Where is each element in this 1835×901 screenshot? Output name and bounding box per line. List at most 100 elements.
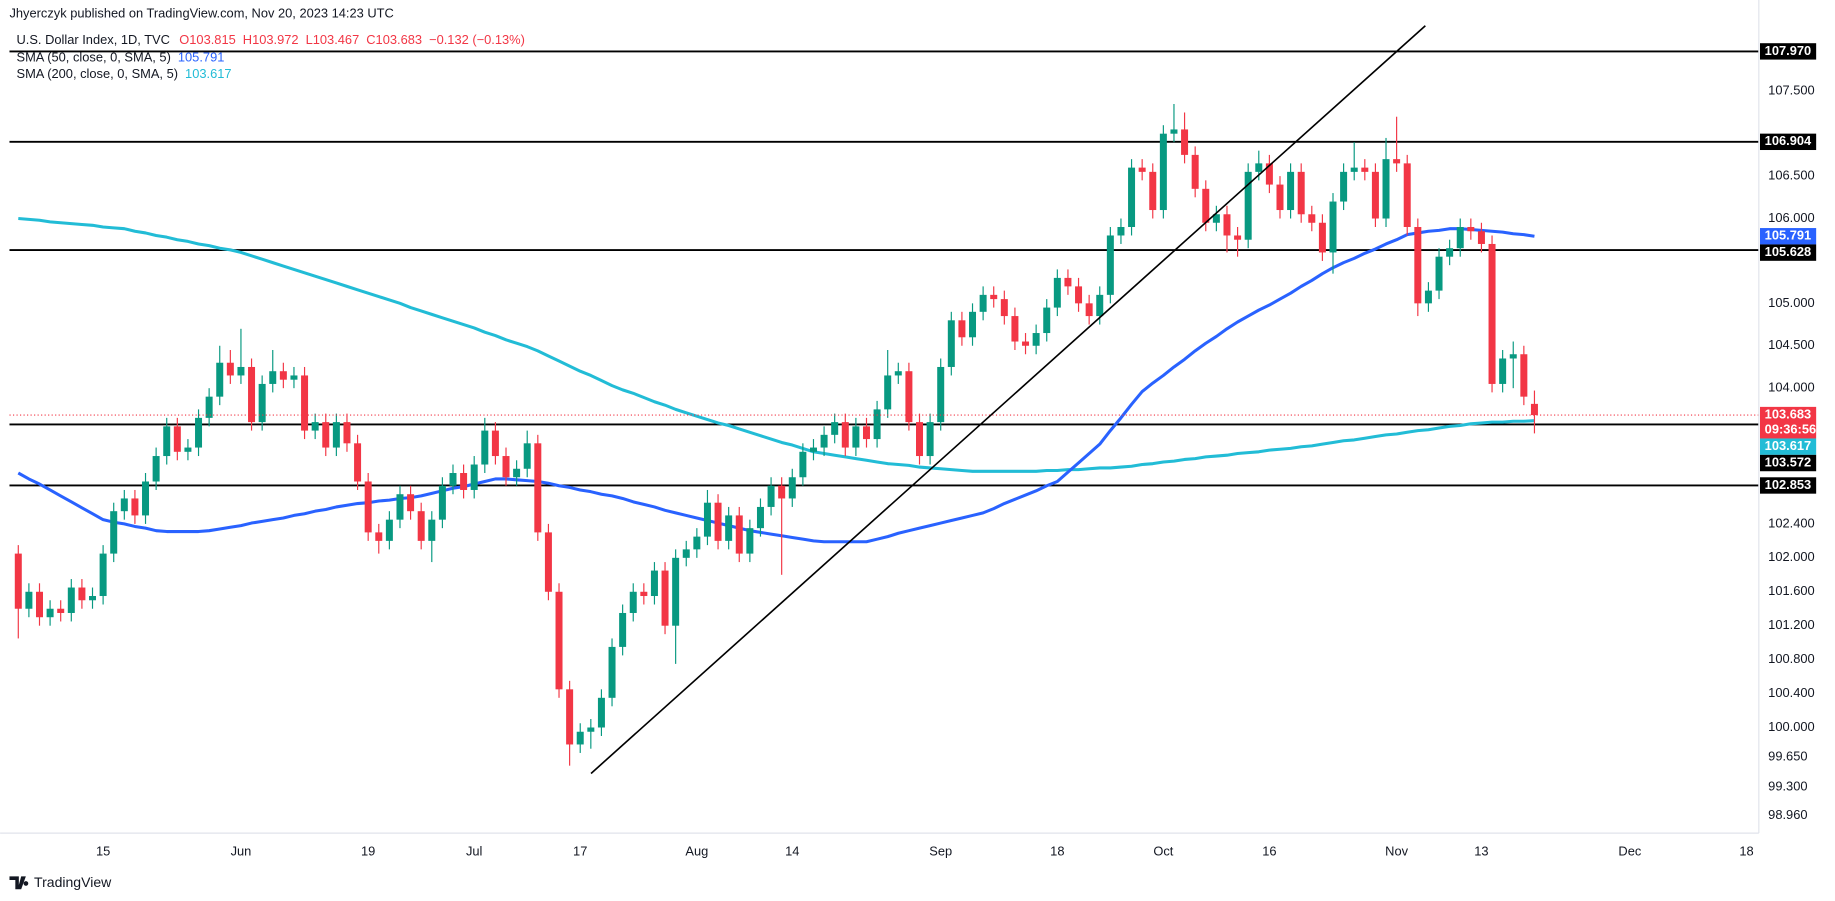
candle-body (756, 506, 764, 529)
candle-body (1181, 129, 1189, 155)
candle-body (916, 422, 924, 457)
candle-body (1212, 214, 1220, 223)
candle-body (1096, 294, 1104, 317)
candle-body (35, 591, 43, 618)
x-tick-label: Jul (466, 843, 482, 858)
candle-body (1509, 354, 1517, 359)
candle-body (576, 731, 584, 745)
x-tick-label: Sep (929, 843, 952, 858)
candle-body (1022, 341, 1030, 346)
candle-body (735, 515, 743, 554)
candle-body (725, 515, 733, 541)
candle-body (142, 481, 150, 516)
candle-body (290, 375, 298, 380)
candle-body (237, 366, 245, 376)
y-tick-label: 105.000 (1768, 295, 1814, 310)
price-badge (1759, 438, 1817, 455)
symbol: U.S. Dollar Index, 1D, TVC (17, 32, 170, 47)
y-tick-label: 104.500 (1768, 337, 1814, 352)
candle-body (788, 477, 796, 499)
candle-body (1530, 403, 1538, 416)
candle-body (1477, 231, 1485, 244)
candle-body (650, 570, 658, 597)
candle-body (1371, 171, 1379, 219)
candle-body (173, 426, 181, 452)
candle-body (597, 697, 605, 728)
x-tick-label: Aug (685, 843, 708, 858)
candle-body (969, 311, 977, 338)
candle-body (979, 294, 987, 312)
candle-body (25, 591, 33, 609)
candle-body (947, 320, 955, 367)
candle-body (820, 434, 828, 448)
price-badge (1759, 477, 1817, 494)
candle-body (746, 528, 754, 554)
y-tick-label: 100.800 (1768, 651, 1814, 666)
x-tick-label: Oct (1153, 843, 1173, 858)
sma50-legend: SMA (50, close, 0, SMA, 5) 105.791 (17, 50, 225, 65)
candle-body (184, 447, 192, 452)
candle-body (1403, 163, 1411, 227)
candle-body (1308, 214, 1316, 223)
candle-body (767, 485, 775, 507)
price-badge-label: 102.853 (1765, 477, 1811, 492)
candle-body (926, 422, 934, 457)
candle-body (809, 447, 817, 452)
candle-body (438, 485, 446, 520)
candle-body (195, 417, 203, 448)
candle-body (470, 464, 478, 490)
candle-body (958, 320, 966, 338)
candle-body (1149, 171, 1157, 211)
candle-body (332, 422, 340, 448)
candle-body (1191, 154, 1199, 189)
x-tick-label: 14 (785, 843, 799, 858)
y-tick-label: 99.650 (1768, 749, 1807, 764)
candle-body (640, 591, 648, 597)
candle-body (1276, 184, 1284, 211)
candle-body (1085, 303, 1093, 317)
candle-body (1361, 167, 1369, 172)
candle-body (428, 519, 436, 541)
candle-body (460, 473, 468, 490)
candle-body (629, 591, 637, 613)
candle-body (1202, 188, 1210, 223)
candle-body (1106, 235, 1114, 295)
y-tick-label: 100.000 (1768, 719, 1814, 734)
candle-body (852, 426, 860, 448)
candle-body (714, 502, 722, 541)
candle-body (884, 375, 892, 410)
candle-body (1456, 226, 1464, 249)
candle-body (544, 532, 552, 592)
candle-body (57, 608, 65, 613)
candle-body (894, 371, 902, 376)
sma50-value: 105.791 (178, 50, 224, 65)
candle-body (1138, 167, 1146, 172)
price-badge (1759, 43, 1817, 60)
candle-body (513, 468, 521, 478)
candle-body (343, 422, 351, 444)
sma200-legend: SMA (200, close, 0, SMA, 5) 103.617 (17, 66, 232, 81)
candle-body (1393, 159, 1401, 164)
y-tick-label: 104.000 (1768, 380, 1814, 395)
y-tick-label: 101.200 (1768, 617, 1814, 632)
candle-body (99, 553, 107, 597)
price-badge (1759, 228, 1817, 245)
candle-body (78, 587, 86, 601)
axes: 107.500 106.500 106.000 105.000 104.500 104.0… (96, 83, 1815, 859)
y-tick-label: 102.000 (1768, 549, 1814, 564)
candle-body (385, 519, 393, 541)
candle-body (1329, 201, 1337, 253)
legend-high: H103.972 (243, 32, 299, 47)
candle-body (661, 570, 669, 626)
candle-body (1499, 358, 1507, 384)
candle-body (216, 362, 224, 397)
candle-body (1043, 307, 1051, 334)
candle-body (831, 422, 839, 435)
x-tick-label: 13 (1474, 843, 1488, 858)
candle-body (534, 443, 542, 533)
candle-body (1128, 167, 1136, 227)
y-tick-label: 102.400 (1768, 515, 1814, 530)
price-badge (1759, 244, 1817, 261)
